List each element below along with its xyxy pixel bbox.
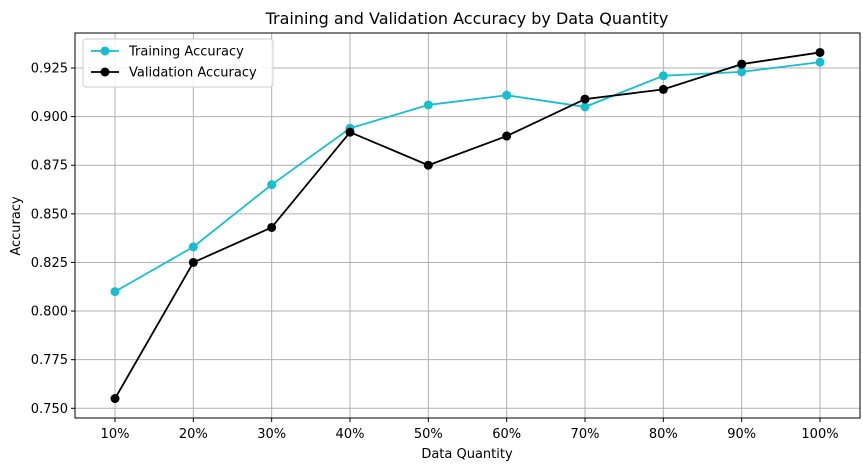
y-tick-label: 0.825 (31, 256, 68, 271)
x-tick-label: 100% (801, 427, 838, 442)
gridlines (75, 33, 860, 418)
x-tick-label: 20% (179, 427, 208, 442)
x-axis-ticks: 10% 20% 30% 40% 50% 60% 70% 80% 90% 100% (101, 418, 839, 442)
data-point (658, 71, 668, 81)
legend-item: Validation Accuracy (91, 66, 257, 81)
x-tick-label: 80% (649, 427, 678, 442)
legend-item: Training Accuracy (91, 45, 244, 60)
legend-marker (100, 46, 110, 56)
legend-label: Training Accuracy (128, 45, 244, 60)
data-point (815, 47, 825, 57)
data-point (267, 180, 277, 190)
plot-frame (74, 32, 861, 419)
data-point (110, 287, 120, 297)
data-point (737, 59, 747, 69)
x-tick-label: 50% (414, 427, 443, 442)
data-point (580, 102, 590, 112)
y-tick-label: 0.850 (31, 207, 68, 222)
series-validation-accuracy (110, 47, 825, 404)
series-training-accuracy (110, 57, 825, 297)
data-point (423, 160, 433, 170)
y-tick-label: 0.775 (31, 353, 68, 368)
data-point (658, 84, 668, 94)
x-axis-title: Data Quantity (421, 447, 513, 462)
y-axis-title: Accuracy (9, 196, 24, 256)
x-tick-label: 90% (727, 427, 756, 442)
data-point (580, 94, 590, 104)
data-point (110, 394, 120, 404)
y-axis-ticks: 0.750 0.775 0.800 0.825 0.850 0.875 0.900 0.925 (31, 62, 75, 417)
y-tick-label: 0.900 (31, 110, 68, 125)
data-point (815, 57, 825, 67)
y-tick-label: 0.800 (31, 305, 68, 320)
x-tick-label: 70% (571, 427, 600, 442)
legend-label: Validation Accuracy (129, 66, 257, 81)
series-line (114, 61, 821, 293)
data-point (345, 127, 355, 137)
x-tick-label: 60% (492, 427, 521, 442)
series-line (114, 51, 821, 400)
legend-box (82, 38, 274, 88)
legend: Training Accuracy Validation Accuracy (82, 38, 274, 88)
data-point (188, 257, 198, 267)
y-tick-label: 0.875 (31, 159, 68, 174)
data-point (502, 131, 512, 141)
legend-marker (100, 67, 110, 77)
data-point (502, 90, 512, 100)
data-point (267, 222, 277, 232)
y-tick-label: 0.925 (31, 62, 68, 77)
chart-title: Training and Validation Accuracy by Data… (265, 9, 669, 28)
x-tick-label: 10% (101, 427, 130, 442)
y-tick-label: 0.750 (31, 402, 68, 417)
data-point (188, 242, 198, 252)
data-point (423, 100, 433, 110)
x-tick-label: 40% (336, 427, 365, 442)
data-point (737, 67, 747, 77)
x-tick-label: 30% (257, 427, 286, 442)
series-layer (110, 47, 825, 404)
